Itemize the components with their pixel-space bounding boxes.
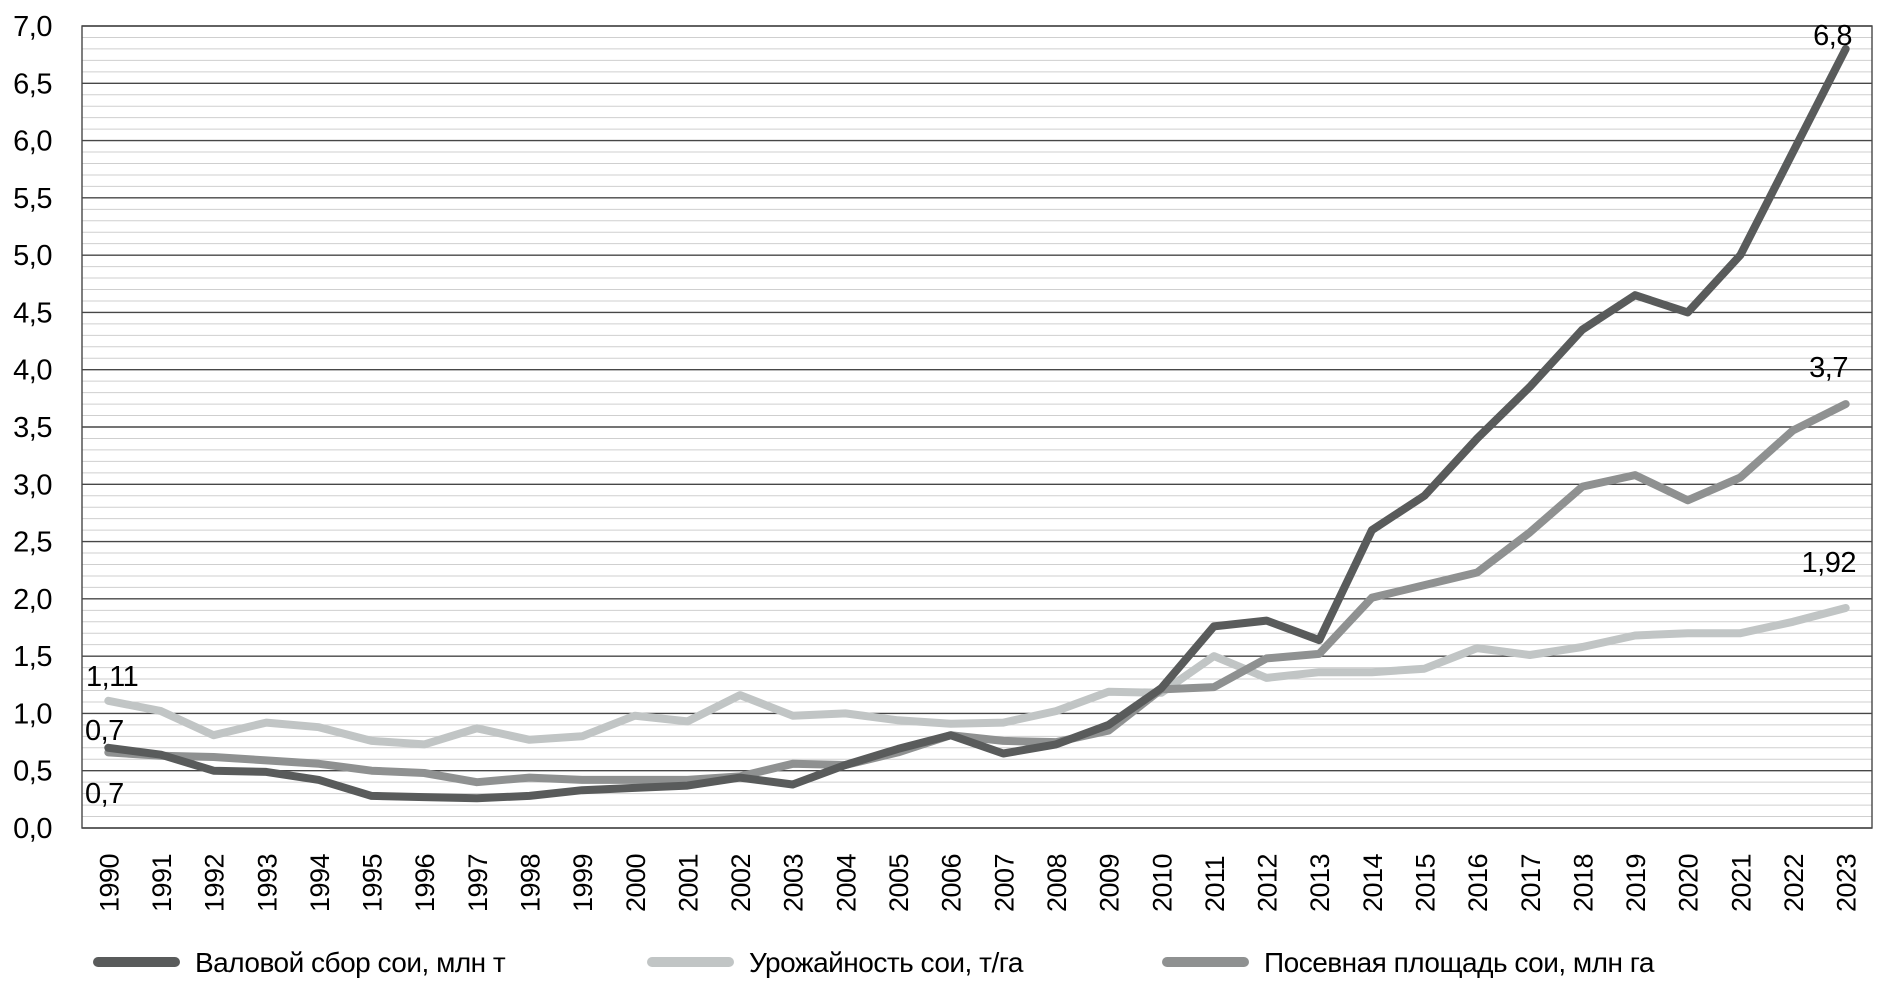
- x-tick-label: 2009: [1095, 854, 1125, 912]
- x-tick-label: 1997: [463, 854, 493, 912]
- data-label: 3,7: [1809, 352, 1848, 384]
- x-tick-label: 2022: [1779, 854, 1809, 912]
- x-tick-label: 2007: [989, 854, 1019, 912]
- x-tick-label: 2015: [1411, 854, 1441, 912]
- legend: Валовой сбор сои, млн т Урожайность сои, …: [93, 947, 1655, 978]
- plot-border: [81, 25, 1873, 829]
- x-tick-label: 2003: [779, 854, 809, 912]
- x-tick-label: 2000: [621, 854, 651, 912]
- x-tick-label: 2004: [831, 853, 861, 912]
- x-tick-label: 1990: [94, 854, 124, 912]
- y-tick-label: 3,5: [13, 412, 52, 444]
- x-tick-label: 2019: [1621, 854, 1651, 912]
- x-tick-label: 2014: [1358, 853, 1388, 912]
- y-tick-label: 0,0: [13, 813, 52, 845]
- y-tick-label: 6,0: [13, 126, 52, 158]
- x-tick-label: 2016: [1463, 854, 1493, 912]
- x-tick-label: 2018: [1568, 854, 1598, 912]
- y-tick-label: 4,5: [13, 297, 52, 329]
- x-tick-label: 2010: [1147, 854, 1177, 912]
- y-tick-label: 3,0: [13, 469, 52, 501]
- x-tick-label: 2001: [673, 854, 703, 912]
- x-tick-label: 2005: [884, 854, 914, 912]
- x-axis-labels: 1990 1991 1992 1993 1994 1995 1996 1997 1998 1999…: [94, 853, 1861, 912]
- x-tick-label: 2011: [1200, 856, 1230, 912]
- data-labels: 1,11 0,7 0,7 6,8 3,7 1,92: [85, 20, 1857, 810]
- x-tick-label: 1992: [200, 854, 230, 912]
- legend-swatch: [93, 957, 180, 967]
- y-tick-label: 1,5: [13, 641, 52, 673]
- y-tick-label: 4,0: [13, 355, 52, 387]
- x-tick-label: 1993: [252, 854, 282, 912]
- x-tick-label: 1994: [305, 853, 335, 912]
- legend-swatch: [1162, 957, 1249, 967]
- y-tick-label: 1,0: [13, 698, 52, 730]
- x-tick-label: 2021: [1726, 854, 1756, 912]
- x-tick-label: 2012: [1253, 854, 1283, 912]
- y-tick-label: 0,5: [13, 756, 52, 788]
- data-label: 0,7: [85, 778, 124, 810]
- x-tick-label: 2023: [1832, 854, 1862, 912]
- x-tick-label: 2006: [937, 854, 967, 912]
- x-tick-label: 2020: [1674, 854, 1704, 912]
- legend-swatch: [647, 957, 734, 967]
- x-tick-label: 2017: [1516, 854, 1546, 912]
- x-tick-label: 2013: [1305, 854, 1335, 912]
- x-tick-label: 2008: [1042, 854, 1072, 912]
- y-tick-label: 7,0: [13, 11, 52, 43]
- legend-item: Валовой сбор сои, млн т: [93, 947, 506, 978]
- legend-label: Урожайность сои, т/га: [749, 947, 1024, 978]
- x-tick-label: 1995: [358, 854, 388, 912]
- series-line-harvest: [104, 44, 1850, 803]
- x-tick-label: 2002: [726, 854, 756, 912]
- series-lines: [104, 44, 1850, 803]
- x-tick-label: 1999: [568, 854, 598, 912]
- legend-item: Урожайность сои, т/га: [647, 947, 1024, 978]
- y-tick-label: 2,0: [13, 584, 52, 616]
- x-tick-label: 1991: [147, 854, 177, 912]
- series-line-yield: [104, 604, 1850, 749]
- y-axis-labels: 0,0 0,5 1,0 1,5 2,0 2,5 3,0 3,5 4,0 4,5 5,0 5,5 6,0 6…: [13, 11, 52, 845]
- y-tick-label: 5,5: [13, 183, 52, 215]
- x-tick-label: 1998: [516, 854, 546, 912]
- data-label: 1,92: [1802, 547, 1856, 579]
- data-label: 0,7: [85, 715, 124, 747]
- y-tick-label: 6,5: [13, 68, 52, 100]
- legend-label: Валовой сбор сои, млн т: [195, 947, 506, 978]
- y-tick-label: 2,5: [13, 527, 52, 559]
- data-label: 6,8: [1813, 20, 1852, 52]
- y-tick-label: 5,0: [13, 240, 52, 272]
- legend-label: Посевная площадь сои, млн га: [1264, 947, 1655, 978]
- x-tick-label: 1996: [410, 854, 440, 912]
- series-line-area: [104, 400, 1850, 787]
- data-label: 1,11: [86, 661, 138, 693]
- legend-item: Посевная площадь сои, млн га: [1162, 947, 1655, 978]
